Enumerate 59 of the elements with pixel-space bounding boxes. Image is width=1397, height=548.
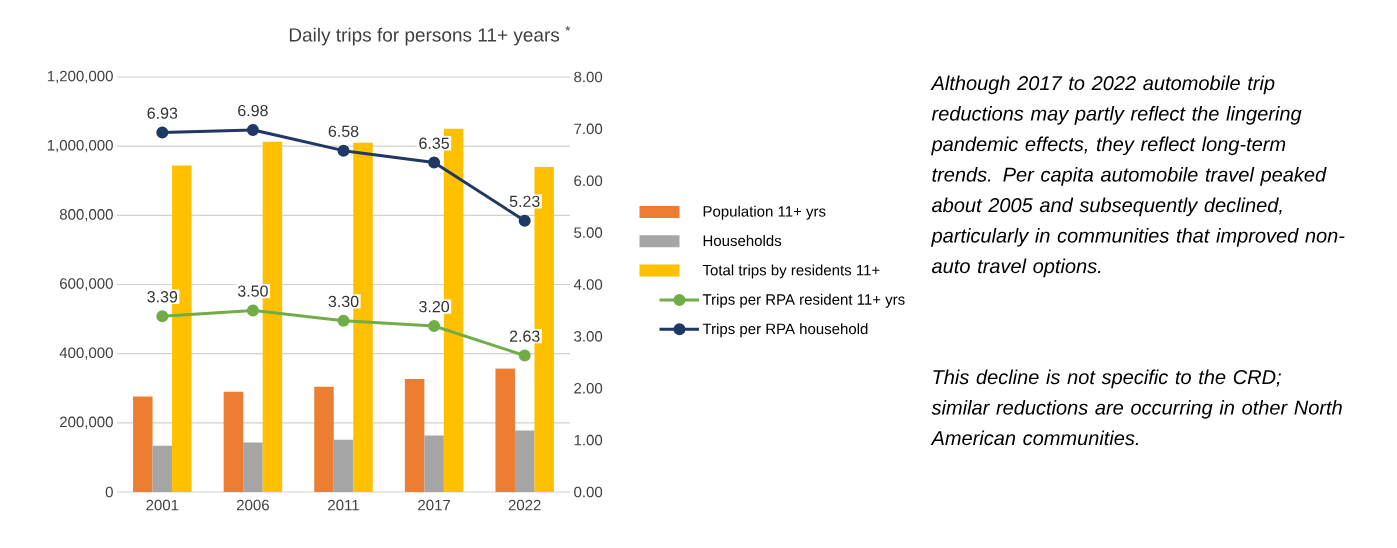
bar — [243, 442, 263, 492]
data-label: 3.50 — [237, 285, 268, 297]
y2-tick-label: 6.00 — [574, 175, 603, 187]
legend-label: Trips per RPA resident 11+ yrs — [702, 293, 905, 308]
legend-label: Trips per RPA household — [702, 323, 868, 338]
data-label: 3.20 — [419, 300, 450, 313]
x-tick-label: 2006 — [236, 499, 269, 511]
point — [156, 310, 169, 323]
legend-label: Total trips by residents 11+ — [702, 264, 880, 279]
point — [246, 123, 259, 136]
data-label: 5.23 — [509, 195, 540, 207]
y-tick-label: 600,000 — [60, 278, 113, 291]
chart-title: Daily trips for persons 11+ years $^{*}$ — [289, 26, 571, 46]
y-tick-label: 1,000,000 — [47, 139, 113, 153]
x-tick-label: 2017 — [418, 499, 451, 511]
point — [337, 314, 350, 327]
text: Although 2017 to 2022 automobile trip reductions may partly reflect the lingering pandemic effects, they reflect long-term trends. Per capita automobile travel peaked about 2005 and subsequently declined, particularly in communities that improved non-auto travel options. — [930, 75, 1345, 278]
y2-tick-label: 8.00 — [574, 71, 603, 83]
x-tick-label: 2022 — [508, 499, 541, 511]
bar — [514, 430, 535, 492]
point — [246, 304, 259, 317]
point — [428, 319, 441, 332]
legend-label: Population 11+ yrs — [703, 205, 826, 220]
bar — [314, 386, 334, 492]
data-label: 3.30 — [328, 295, 359, 308]
data-label: 6.35 — [419, 137, 449, 149]
bar — [495, 368, 515, 492]
y2-tick-label: 2.00 — [574, 382, 603, 394]
y-tick-label: 1,200,000 — [47, 70, 113, 84]
x-tick-label: 2001 — [146, 499, 179, 511]
y2-tick-label: 3.00 — [574, 331, 603, 342]
y2-tick-label: 7.00 — [574, 123, 603, 135]
y-tick-label: 800,000 — [59, 209, 113, 222]
data-label: 6.98 — [238, 104, 268, 117]
y2-tick-label: 1.00 — [574, 434, 603, 446]
point — [518, 349, 531, 362]
y-tick-label: 400,000 — [59, 347, 113, 360]
legend-label: Households — [703, 235, 782, 247]
text: This decline is not specific to the CRD; similar reductions are occurring in other North American communities. — [930, 369, 1342, 446]
y-tick-label: 0 — [105, 486, 113, 498]
bar — [424, 435, 444, 492]
data-label: 6.58 — [328, 125, 359, 137]
bar — [404, 378, 425, 492]
point — [428, 156, 441, 169]
point — [337, 144, 350, 157]
x-tick-label: 2011 — [328, 499, 359, 511]
point — [518, 214, 531, 227]
y-tick-label: 200,000 — [60, 416, 113, 430]
y2-tick-label: 5.00 — [574, 227, 603, 238]
data-label: 3.39 — [147, 291, 178, 303]
data-label: 2.63 — [509, 330, 540, 342]
bar — [152, 445, 173, 492]
y2-tick-label: 0.00 — [574, 486, 603, 498]
bar — [333, 439, 354, 492]
bar — [223, 391, 244, 492]
point — [156, 126, 169, 139]
bar — [133, 396, 153, 492]
data-label: 6.93 — [147, 107, 178, 119]
y2-tick-label: 4.00 — [573, 279, 603, 290]
